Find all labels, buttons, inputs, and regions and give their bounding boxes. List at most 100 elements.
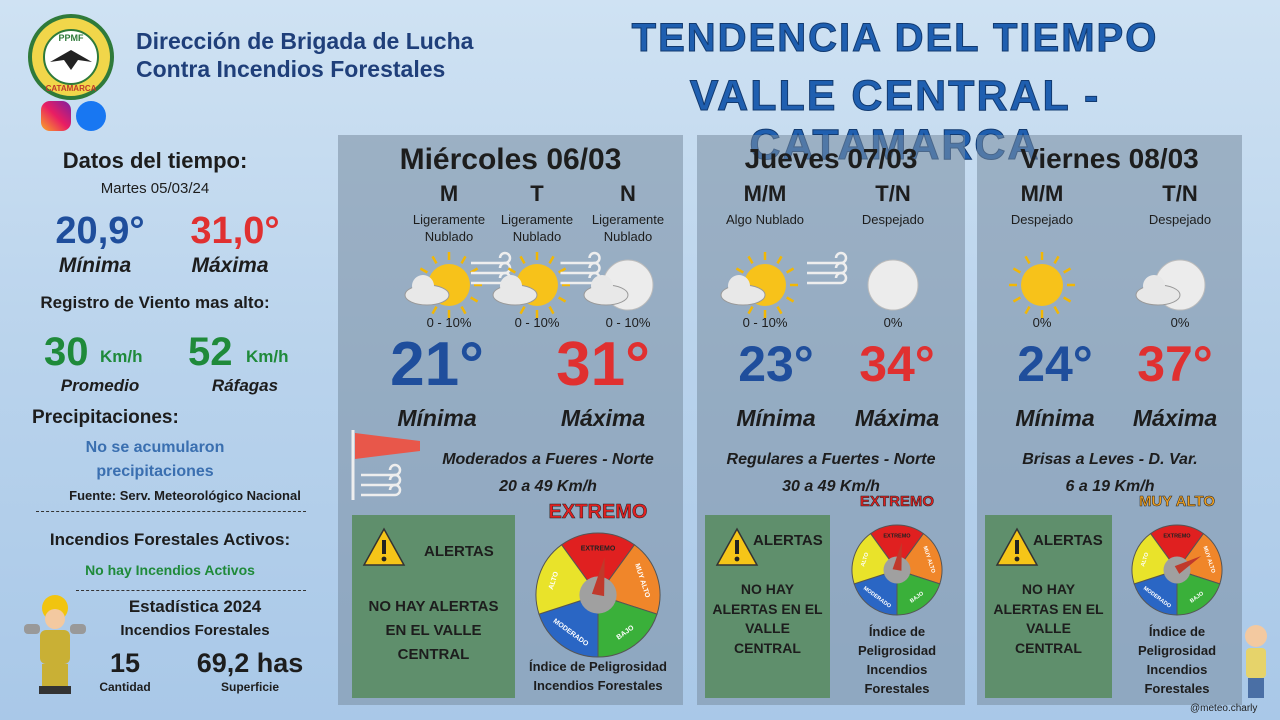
warning-icon xyxy=(715,527,759,567)
firefighter xyxy=(20,594,90,696)
sun xyxy=(1021,264,1063,306)
wind-text: Regulares a Fuertes - Norte xyxy=(726,451,936,468)
cloud xyxy=(1143,275,1165,297)
wind-text: Brisas a Leves - D. Var. xyxy=(1022,451,1198,468)
sun-ray xyxy=(1063,267,1072,274)
title-line1: TENDENCIA DEL TIEMPO xyxy=(631,16,1159,61)
author-figure-svg xyxy=(1245,625,1267,698)
day-panel: Jueves 07/03 M/M Algo Nublado 0 - 10% T/N Des… xyxy=(697,135,965,705)
warning-icon-svg xyxy=(715,527,759,566)
gauge-sector xyxy=(869,524,925,571)
legs xyxy=(42,664,68,688)
period-sky: Despejado xyxy=(1148,212,1212,227)
wind-text: Moderados a Fueres - Norte xyxy=(442,451,654,468)
period-sky: Despejado xyxy=(861,212,925,227)
period-sky: Ligeramente Nublado xyxy=(412,212,486,244)
warning-icon-svg xyxy=(362,527,406,566)
sky-icons xyxy=(338,135,683,335)
warning-bar xyxy=(1015,540,1019,554)
warning-icon xyxy=(995,527,1039,567)
stats-count: 15 xyxy=(109,648,141,678)
wind-stroke xyxy=(560,251,601,265)
org-line2: Contra Incendios Forestales xyxy=(136,56,446,82)
wind-stroke xyxy=(807,251,848,265)
head xyxy=(1245,625,1267,647)
body xyxy=(40,630,70,664)
precip-heading: Precipitaciones: xyxy=(32,407,179,428)
sun-ray xyxy=(786,267,795,274)
gauge-label: EXTREMO xyxy=(883,534,911,540)
gauge-label: EXTREMO xyxy=(1163,534,1191,540)
danger-caption: Índice de Peligrosidad Incendios Foresta… xyxy=(1137,624,1217,696)
sun-ray xyxy=(776,306,783,315)
gauge-sector xyxy=(853,569,898,616)
alerts-title: ALERTAS xyxy=(424,543,494,560)
wind-stroke xyxy=(471,251,512,265)
warning-dot xyxy=(734,556,740,562)
wind-heading: Registro de Viento mas alto: xyxy=(40,293,270,312)
alerts-text: NO HAY ALERTAS EN EL VALLE CENTRAL xyxy=(993,581,1104,656)
sun-ray xyxy=(460,255,467,264)
legs xyxy=(1248,678,1264,698)
sun-ray xyxy=(519,306,526,315)
alerts-text: NO HAY ALERTAS EN EL VALLE CENTRAL xyxy=(368,598,499,663)
period-label: M/M xyxy=(1020,181,1064,206)
logo-bird xyxy=(50,50,92,70)
period-precip: 0% xyxy=(1170,315,1190,330)
author-figure xyxy=(1240,622,1272,700)
alerts-title: ALERTAS xyxy=(753,532,823,549)
gauge-needle xyxy=(1174,556,1202,574)
min-label: Mínima xyxy=(397,405,477,431)
wind-stroke xyxy=(807,261,848,275)
wind-stroke xyxy=(560,261,601,275)
sun-ray xyxy=(558,296,567,303)
sun-ray xyxy=(776,255,783,264)
logo xyxy=(28,14,114,100)
sun-ray xyxy=(1024,255,1031,264)
wind-gust-label: Ráfagas xyxy=(211,376,279,395)
obs-min: 20,9° xyxy=(55,210,145,252)
arm-left xyxy=(24,624,40,634)
forecast-max: 34° xyxy=(859,336,935,392)
sky-icons-svg xyxy=(720,251,919,318)
sun-ray xyxy=(507,267,516,274)
warning-bar xyxy=(735,540,739,554)
gauge-sector xyxy=(896,569,941,616)
period-label: M xyxy=(439,181,459,206)
precip-text: No se acumularon precipitaciones xyxy=(85,439,225,480)
logo-top: PPMF xyxy=(58,33,84,43)
warning-bar xyxy=(382,540,386,554)
period-label: T xyxy=(530,181,544,206)
max-label: Máxima xyxy=(854,405,940,431)
gauge-sector xyxy=(1176,569,1221,616)
sun-ray xyxy=(1012,267,1021,274)
sky-icons xyxy=(977,135,1242,335)
instagram-icon xyxy=(41,101,71,131)
warning-icon xyxy=(362,527,406,567)
max-label: Máxima xyxy=(560,405,646,431)
period-label: T/N xyxy=(875,181,911,206)
cloud xyxy=(591,275,613,297)
sun-ray xyxy=(519,255,526,264)
sun-ray xyxy=(735,267,744,274)
min-label: Mínima xyxy=(1015,405,1095,431)
windsock-svg xyxy=(351,430,420,500)
period-label: T/N xyxy=(1162,181,1198,206)
obs-max-label: Máxima xyxy=(191,254,269,277)
obs-min-label: Mínima xyxy=(58,254,132,277)
wind-speed: 20 a 49 Km/h xyxy=(499,478,597,495)
sock xyxy=(355,433,420,459)
danger-caption: Índice de Peligrosidad Incendios Foresta… xyxy=(857,624,937,696)
period-precip: 0 - 10% xyxy=(605,315,651,330)
gauge-needle xyxy=(591,557,605,597)
period-label: M/M xyxy=(743,181,787,206)
cloud xyxy=(500,275,522,297)
stats-title: Estadística 2024 xyxy=(128,597,262,616)
period-precip: 0 - 10% xyxy=(742,315,788,330)
period-sky: Ligeramente Nublado xyxy=(591,212,665,244)
day-panel: Viernes 08/03 M/M Despejado 0% T/N Despejado 0… xyxy=(977,135,1242,705)
sun-ray xyxy=(548,255,555,264)
cloud xyxy=(412,275,434,297)
